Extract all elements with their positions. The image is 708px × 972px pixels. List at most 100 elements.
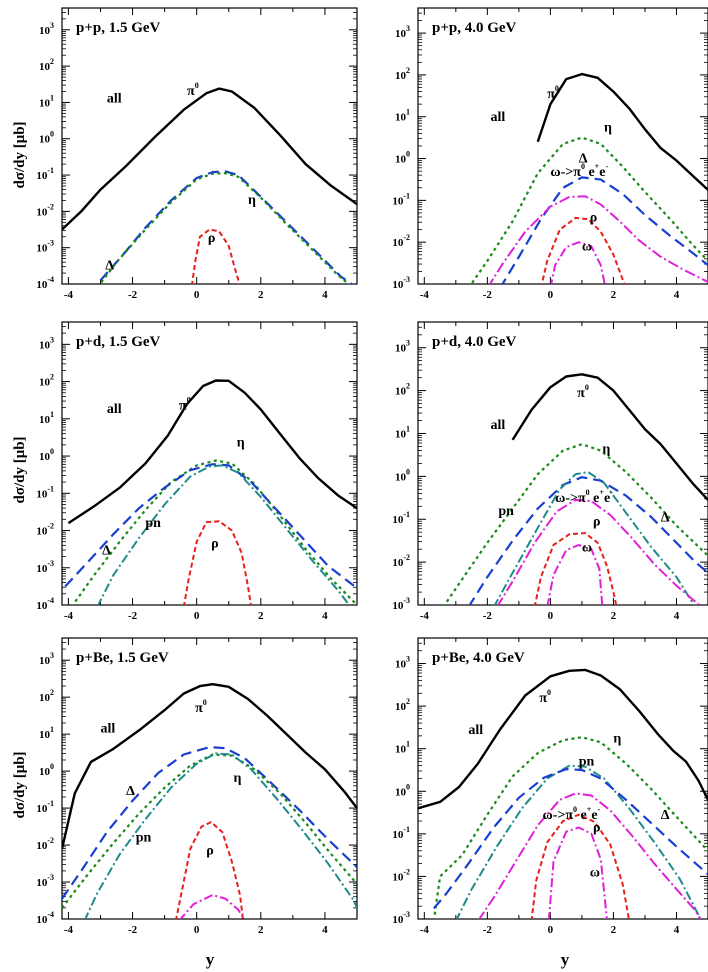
series-line-all [536, 72, 708, 191]
x-axis-label-right: y [561, 950, 570, 969]
y-tick-label: 10-3 [392, 275, 410, 291]
series-label-pn: pn [136, 830, 152, 845]
y-tick-label: 101 [395, 740, 410, 756]
x-tick-label: -4 [420, 289, 430, 301]
plot-frame [61, 321, 358, 606]
series-label-all: all [100, 721, 115, 736]
y-tick-label: 102 [395, 66, 410, 82]
panel-title: p+Be, 1.5 GeV [76, 650, 169, 666]
series-label-delta: Δ [579, 152, 588, 167]
y-tick-label: 100 [395, 150, 410, 166]
y-tick-label: 10-2 [36, 522, 54, 538]
y-tick-label: 103 [395, 655, 410, 671]
panel-title: p+p, 4.0 GeV [432, 20, 517, 36]
plot-frame [417, 7, 708, 285]
y-tick-label: 10-2 [392, 867, 410, 883]
series-label-all: all [107, 402, 122, 417]
y-tick-label: 10-3 [392, 596, 410, 612]
label-pi0: π0 [195, 698, 207, 716]
panel-3: -4 -2 0 2 4 10-4 10-3 10-2 10-1 100 101 102 103 all η Δ… [36, 321, 358, 622]
series-label-rho: ρ [593, 515, 601, 530]
x-tick-label: -4 [64, 289, 74, 301]
series-label-all: all [468, 723, 483, 738]
series-line-all [62, 683, 357, 850]
y-axis-label-row-3: dσ/dy [μb] [12, 751, 28, 818]
x-tick-label: 2 [258, 924, 264, 936]
y-tick-label: 10-1 [392, 825, 410, 841]
y-tick-label: 10-1 [36, 484, 54, 500]
series-group [469, 72, 708, 284]
series-line-eta [469, 136, 708, 284]
y-tick-label: 10-4 [36, 910, 54, 926]
x-tick-label: -2 [128, 924, 138, 936]
x-tick-label: -4 [420, 610, 430, 622]
series-group [418, 668, 708, 919]
y-tick-label: 10-4 [36, 275, 54, 291]
y-tick-label: 10-1 [392, 191, 410, 207]
x-axis-label-left: y [206, 950, 215, 969]
series-label-delta: Δ [105, 258, 114, 273]
y-tick-label: 102 [39, 373, 54, 389]
x-tick-label: 2 [611, 289, 617, 301]
series-label-all: all [491, 418, 506, 433]
series-label-eta: η [602, 442, 610, 457]
series-label-eta: η [604, 120, 612, 135]
x-tick-label: 0 [548, 924, 554, 936]
y-tick-label: 10-2 [36, 836, 54, 852]
y-tick-label: 101 [39, 410, 54, 426]
panels-group: -4 -2 0 2 4 10-4 10-3 10-2 10-1 100 101 102 103 all Δη… [36, 7, 708, 936]
x-tick-label: 4 [674, 610, 680, 622]
series-line-omega [546, 544, 604, 605]
x-tick-label: 4 [674, 289, 680, 301]
series-line-delta [432, 768, 708, 910]
series-label-pn: pn [145, 516, 161, 531]
series-line-delta [468, 476, 708, 605]
y-tick-label: 10-4 [36, 596, 54, 612]
series-label-pn: pn [579, 755, 595, 770]
series-label-pn: pn [498, 504, 514, 519]
panel-title: p+Be, 4.0 GeV [432, 650, 525, 666]
x-tick-label: -2 [483, 610, 493, 622]
series-label-omega: ω [582, 240, 592, 255]
x-tick-label: -2 [483, 924, 493, 936]
y-tick-label: 103 [39, 651, 54, 667]
panel-1: -4 -2 0 2 4 10-4 10-3 10-2 10-1 100 101 102 103 all Δη… [36, 7, 358, 301]
series-label-all: all [491, 110, 506, 125]
x-tick-label: 0 [194, 289, 200, 301]
series-label-omega: ω [582, 540, 592, 555]
panel-5: -4 -2 0 2 4 10-4 10-3 10-2 10-1 100 101 102 103 all Δη… [36, 637, 358, 936]
y-tick-label: 102 [395, 382, 410, 398]
y-tick-label: 103 [39, 335, 54, 351]
series-line-omega_dalitz [488, 195, 708, 284]
y-tick-label: 10-3 [392, 910, 410, 926]
series-line-pn [84, 752, 357, 919]
y-tick-label: 10-1 [36, 166, 54, 182]
x-tick-label: 2 [611, 610, 617, 622]
series-group [64, 379, 357, 605]
y-tick-label: 102 [39, 57, 54, 73]
panel-2: -4 -2 0 2 4 10-3 10-2 10-1 100 101 102 103 all η Δω->π… [392, 7, 708, 301]
series-line-rho [175, 821, 244, 919]
plot-frame [61, 637, 358, 920]
x-tick-label: -2 [128, 289, 138, 301]
series-line-omega [179, 894, 245, 919]
y-tick-label: 100 [39, 762, 54, 778]
series-line-rho [191, 228, 241, 284]
y-tick-label: 103 [39, 21, 54, 37]
panel-title: p+d, 1.5 GeV [76, 334, 161, 350]
panel-title: p+p, 1.5 GeV [76, 20, 161, 36]
series-line-eta [443, 443, 708, 605]
series-line-eta [432, 736, 708, 919]
series-label-delta: Δ [661, 510, 670, 525]
y-tick-label: 10-1 [392, 510, 410, 526]
y-tick-label: 10-2 [392, 553, 410, 569]
label-pi0: π0 [187, 81, 199, 99]
y-tick-label: 100 [395, 467, 410, 483]
series-label-eta: η [234, 771, 242, 786]
series-label-rho: ρ [208, 231, 216, 246]
x-tick-label: -4 [64, 924, 74, 936]
series-line-eta [98, 172, 351, 284]
series-group [62, 683, 357, 919]
y-tick-label: 10-3 [36, 559, 54, 575]
